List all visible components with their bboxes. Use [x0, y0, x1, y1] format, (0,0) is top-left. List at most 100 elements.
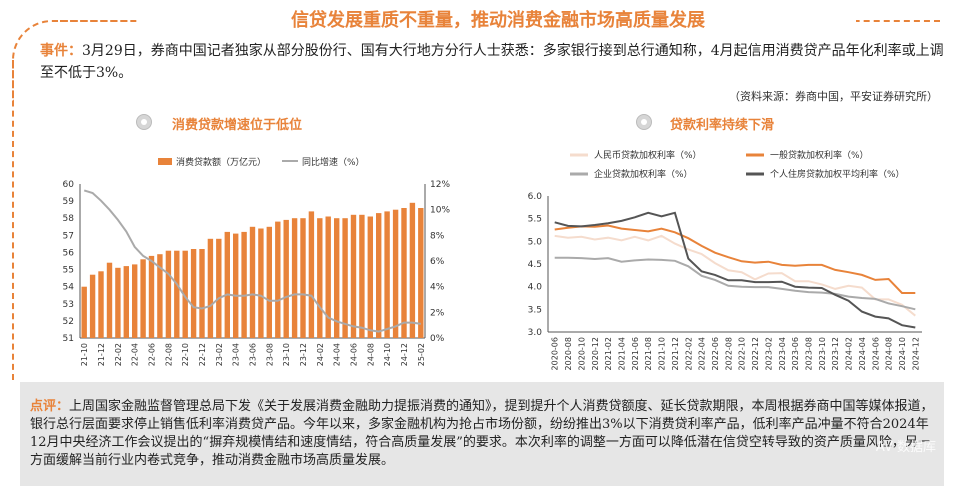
line-yoy-growth — [83, 189, 421, 333]
bar-loan-amount — [98, 271, 104, 338]
y-tick-label: 3.5 — [528, 305, 542, 315]
y-left-tick-label: 53 — [63, 300, 74, 310]
y-right-tick-label: 2% — [430, 308, 445, 318]
bar-loan-amount — [283, 219, 289, 338]
comment-text: 上周国家金融监督管理总局下发《关于发展消费金融助力提振消费的通知》，提到提升个人… — [30, 399, 934, 468]
y-tick-label: 3.0 — [528, 328, 543, 338]
bar-loan-amount — [384, 211, 390, 338]
x-tick-label: 22-06 — [148, 343, 157, 366]
x-tick-label: 2024-08 — [885, 337, 894, 370]
x-tick-label: 24-02 — [316, 343, 325, 366]
x-tick-label: 23-08 — [265, 343, 274, 366]
x-tick-label: 21-10 — [80, 343, 89, 366]
x-tick-label: 2022-10 — [738, 337, 747, 370]
x-tick-label: 24-04 — [333, 343, 342, 366]
y-right-tick-label: 6% — [430, 257, 445, 267]
bar-loan-amount — [367, 216, 373, 338]
x-tick-label: 2024-10 — [898, 337, 907, 370]
x-tick-label: 2020-08 — [564, 337, 573, 370]
bar-loan-amount — [359, 214, 365, 338]
y-left-tick-label: 58 — [63, 214, 75, 224]
y-tick-label: 4.5 — [528, 260, 542, 270]
legend-label-loan-amount: 消费贷款额（万亿元） — [176, 156, 266, 168]
x-tick-label: 2022-02 — [684, 337, 693, 370]
line-rate-series — [554, 234, 916, 317]
line-rate-series — [554, 224, 916, 294]
watermark-text: AV 数据库 — [875, 440, 936, 455]
y-left-tick-label: 55 — [63, 266, 74, 276]
bar-loan-amount — [199, 249, 205, 338]
bar-loan-amount — [300, 218, 306, 338]
bar-loan-amount — [140, 259, 146, 338]
x-tick-label: 2021-02 — [604, 337, 613, 370]
loan-rate-chart: 人民币贷款加权利率（%） 一般贷款加权利率（%） 企业贷款加权利率（%） 个人住房贷款… — [528, 149, 922, 370]
x-tick-label: 22-08 — [164, 343, 173, 366]
x-tick-label: 2021-06 — [631, 337, 640, 370]
line-rate-series — [554, 211, 916, 329]
x-tick-label: 2023-04 — [778, 337, 787, 370]
bar-loan-amount — [334, 218, 340, 338]
x-tick-label: 24-08 — [366, 343, 375, 366]
left-chart-bullet-icon — [136, 114, 152, 130]
legend-label-rate-series: 人民币贷款加权利率（%） — [594, 149, 702, 161]
bar-loan-amount — [266, 226, 272, 338]
legend-label-yoy-growth: 同比增速（%） — [302, 156, 365, 168]
bar-loan-amount — [308, 211, 315, 338]
x-tick-label: 2024-02 — [845, 337, 854, 370]
x-tick-label: 23-12 — [299, 343, 308, 366]
bar-loan-amount — [401, 208, 407, 338]
bar-loan-amount — [190, 249, 197, 338]
y-left-tick-label: 59 — [63, 197, 75, 207]
bar-loan-amount — [241, 231, 247, 338]
x-tick-label: 24-10 — [383, 343, 392, 366]
x-tick-label: 2023-08 — [805, 337, 814, 370]
x-tick-label: 24-12 — [400, 343, 409, 366]
y-left-tick-label: 56 — [63, 248, 75, 258]
x-tick-label: 2024-12 — [911, 337, 920, 370]
comment-box: 点评：上周国家金融监督管理总局下发《关于发展消费金融助力提振消费的通知》，提到提… — [20, 382, 944, 486]
x-tick-label: 2023-02 — [764, 337, 773, 370]
bar-loan-amount — [392, 209, 399, 338]
x-tick-label: 2023-06 — [791, 337, 800, 370]
y-right-tick-label: 10% — [430, 206, 450, 216]
right-chart-title: 贷款利率持续下滑 — [670, 118, 775, 133]
bar-loan-amount — [123, 266, 129, 338]
bar-loan-amount — [233, 233, 239, 338]
x-tick-label: 22-02 — [114, 343, 123, 366]
y-tick-label: 6.0 — [528, 192, 543, 202]
y-right-tick-label: 12% — [430, 180, 450, 190]
event-paragraph: 事件：3月29日，券商中国记者独家从部分股份行、国有大行地方分行人士获悉：多家银… — [40, 40, 945, 84]
bar-loan-amount — [148, 255, 155, 338]
y-tick-label: 5.5 — [528, 215, 542, 225]
bar-loan-amount — [249, 226, 256, 338]
x-tick-label: 2024-06 — [871, 337, 880, 370]
event-label: 事件： — [40, 43, 82, 59]
y-tick-label: 4.0 — [528, 283, 543, 293]
x-tick-label: 23-06 — [249, 343, 258, 366]
left-chart-title: 消费贷款增速位于低位 — [172, 118, 303, 133]
bar-loan-amount — [342, 218, 348, 338]
x-tick-label: 2023-12 — [831, 337, 840, 370]
bar-loan-amount — [157, 254, 163, 338]
bar-loan-amount — [115, 267, 121, 338]
bar-loan-amount — [106, 262, 113, 338]
line-rate-series — [554, 256, 916, 311]
y-right-tick-label: 8% — [430, 231, 445, 241]
bar-loan-amount — [207, 238, 214, 338]
x-tick-label: 2024-04 — [858, 337, 867, 370]
x-tick-label: 2023-10 — [818, 337, 827, 370]
bar-loan-amount — [409, 202, 416, 338]
bar-loan-amount — [81, 286, 87, 338]
y-left-tick-label: 52 — [63, 317, 74, 327]
right-chart-bullet-icon — [636, 114, 652, 130]
bar-loan-amount — [89, 274, 96, 338]
event-text: 3月29日，券商中国记者独家从部分股份行、国有大行地方分行人士获悉：多家银行接到… — [40, 43, 944, 81]
comment-label: 点评： — [30, 399, 70, 414]
page-title: 信贷发展重质不重量，推动消费金融市场高质量发展 — [140, 6, 856, 32]
bar-loan-amount — [325, 216, 331, 338]
bar-loan-amount — [165, 250, 172, 338]
x-tick-label: 23-02 — [215, 343, 224, 366]
bar-loan-amount — [174, 250, 180, 338]
frame-left-line — [12, 60, 14, 380]
x-tick-label: 2020-12 — [591, 337, 600, 370]
